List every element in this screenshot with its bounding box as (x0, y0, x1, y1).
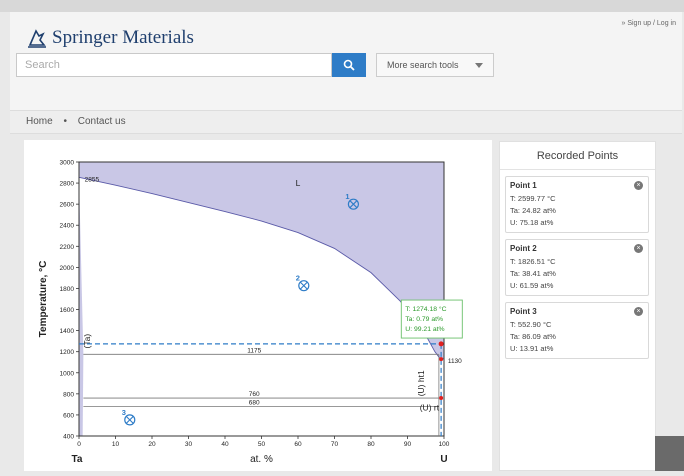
search-input[interactable]: Search (16, 53, 332, 77)
phase-label: (U) ht1 (416, 370, 426, 396)
crosshair-point (438, 341, 444, 347)
y-tick-label: 2600 (60, 202, 75, 209)
recorded-point-card[interactable]: Point 3 × T: 552.90 °C Ta: 86.09 at% U: … (505, 302, 649, 359)
signup-link[interactable]: » Sign up / Log in (621, 20, 677, 27)
x-tick-label: 40 (221, 441, 229, 448)
tooltip-line: Ta: 0.79 at% (405, 316, 443, 323)
x-tick-label: 90 (404, 441, 412, 448)
recorded-point-marker (298, 280, 310, 292)
recorded-point-cross (125, 415, 134, 424)
point-temperature: T: 2599.77 °C (510, 194, 556, 203)
y-tick-label: 1800 (60, 286, 75, 293)
recorded-point-label: 2 (296, 274, 300, 283)
point-ta: Ta: 24.82 at% (510, 206, 556, 215)
recorded-point-cross (349, 200, 358, 209)
point-ta: Ta: 38.41 at% (510, 269, 556, 278)
logo-brand: Springer (52, 27, 118, 48)
point-temperature: T: 552.90 °C (510, 320, 552, 329)
point-name: Point 2 (510, 244, 537, 253)
recorded-point-card[interactable]: Point 2 × T: 1826.51 °C Ta: 38.41 at% U:… (505, 239, 649, 296)
x-tick-label: 30 (185, 441, 193, 448)
ta-solid-solution-region (79, 177, 84, 436)
recorded-point-label: 1 (345, 192, 349, 201)
x-tick-label: 0 (77, 441, 81, 448)
recorded-point-marker (347, 198, 360, 210)
y-tick-label: 1400 (60, 328, 75, 335)
x-tick-label: 10 (112, 441, 120, 448)
point-temperature: T: 1826.51 °C (510, 257, 556, 266)
top-bar (0, 0, 684, 12)
x-left-element: Ta (72, 454, 83, 465)
isotherm-label: 1175 (247, 347, 261, 354)
y-tick-label: 2200 (60, 244, 75, 251)
point-value-label: 1130 (448, 358, 462, 365)
recorded-point-label: 3 (122, 408, 126, 417)
recorded-points-title: Recorded Points (500, 142, 655, 170)
point-ta: Ta: 86.09 at% (510, 332, 556, 341)
recorded-point-card[interactable]: Point 1 × T: 2599.77 °C Ta: 24.82 at% U:… (505, 176, 649, 233)
liquidus-line (78, 176, 445, 360)
logo-product: Materials (122, 27, 194, 48)
scroll-corner (655, 436, 684, 471)
close-icon[interactable]: × (634, 181, 643, 190)
close-icon[interactable]: × (634, 307, 643, 316)
recorded-point-marker (124, 414, 136, 426)
phase-label: (Ta) (82, 334, 92, 349)
point-name: Point 1 (510, 181, 537, 190)
point-u: U: 61.59 at% (510, 281, 554, 290)
y-tick-label: 2400 (60, 223, 75, 230)
isotherm-label: 680 (249, 399, 260, 406)
phase-label: (U) rt (420, 403, 440, 413)
crosshair-tooltip: T: 1274.18 °C Ta: 0.79 at% U: 99.21 at% (400, 299, 463, 339)
point-u: U: 13.91 at% (510, 344, 554, 353)
y-tick-label: 600 (63, 412, 74, 419)
x-right-element: U (440, 454, 447, 465)
recorded-point-cross (299, 281, 308, 290)
logo[interactable]: Springer Materials (26, 27, 194, 49)
breadcrumb-home[interactable]: Home (26, 116, 53, 127)
phase-label: L (296, 178, 301, 188)
y-tick-label: 3000 (60, 160, 75, 167)
tooltip-line: U: 99.21 at% (405, 326, 444, 333)
point-name: Point 3 (510, 307, 537, 316)
y-tick-label: 1600 (60, 307, 75, 314)
tooltip-box (400, 299, 463, 339)
y-tick-label: 800 (63, 391, 74, 398)
more-search-tools-button[interactable]: More search tools (376, 53, 494, 77)
search-icon (343, 59, 355, 71)
more-search-tools-label: More search tools (387, 60, 459, 70)
recorded-points-panel: Recorded Points Point 1 × T: 2599.77 °C … (499, 141, 656, 471)
breadcrumb-separator: • (63, 116, 67, 127)
breadcrumb-contact[interactable]: Contact us (77, 116, 126, 127)
breadcrumb: Home • Contact us (10, 110, 682, 134)
u-solid-solution-region (434, 346, 444, 359)
y-tick-label: 1000 (60, 370, 75, 377)
x-tick-label: 70 (331, 441, 339, 448)
y-tick-label: 400 (63, 434, 74, 441)
y-tick-label: 1200 (60, 349, 75, 356)
y-tick-label: 2000 (60, 265, 75, 272)
point-u: U: 75.18 at% (510, 218, 554, 227)
phase-point-marker (439, 357, 444, 362)
isotherm-label: 760 (249, 391, 260, 398)
liquid-region (79, 162, 444, 360)
search-button[interactable] (332, 53, 366, 77)
x-tick-label: 20 (148, 441, 156, 448)
phase-point-marker (439, 396, 444, 401)
x-axis-label: at. % (250, 454, 273, 465)
phase-diagram-panel: 1175 760 680 0 10 20 30 40 50 60 70 80 90 100 400 600 80… (24, 140, 492, 471)
y-axis-label: Temperature, °C (38, 261, 49, 338)
chevron-down-icon (475, 63, 483, 68)
x-tick-label: 50 (258, 441, 266, 448)
x-tick-label: 60 (294, 441, 302, 448)
x-tick-label: 80 (367, 441, 375, 448)
springer-horse-icon (28, 29, 46, 48)
y-tick-label: 2800 (60, 181, 75, 188)
close-icon[interactable]: × (634, 244, 643, 253)
x-tick-label: 100 (439, 441, 450, 448)
tooltip-line: T: 1274.18 °C (405, 305, 446, 313)
point-value-label: 2855 (85, 176, 100, 183)
